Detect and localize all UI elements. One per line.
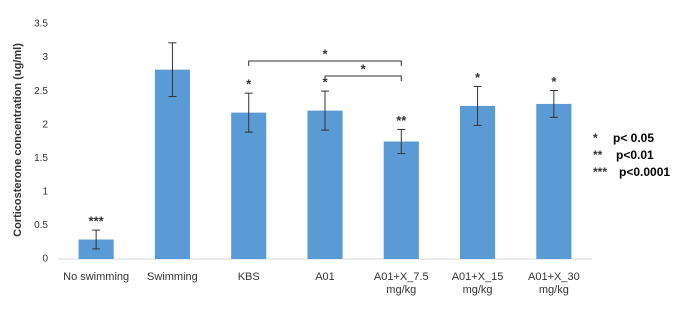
- y-tick-label: 2: [42, 119, 48, 130]
- error-bar: [549, 89, 558, 118]
- bracket-label: *: [322, 46, 328, 61]
- error-bar: [92, 229, 101, 250]
- bar: [536, 103, 572, 260]
- key-label: p< 0.05: [613, 131, 654, 145]
- bracket-label: *: [361, 61, 367, 76]
- y-axis-label: Corticosterone concentration (ug/ml): [12, 43, 24, 237]
- key-label: p<0.01: [616, 148, 654, 162]
- significance-bracket: [248, 60, 402, 66]
- error-bar: [397, 128, 406, 155]
- significance-bracket: [324, 75, 402, 81]
- bar: [383, 141, 419, 259]
- significance-label: *: [246, 77, 252, 92]
- x-tick-label: Swimming: [147, 271, 198, 283]
- x-tick-label: A01+X_15 mg/kg: [451, 271, 504, 296]
- bar: [307, 110, 343, 259]
- x-tick-label: KBS: [237, 271, 260, 283]
- x-tick-label: A01: [315, 271, 335, 283]
- key-symbol: ***: [593, 165, 607, 179]
- significance-label: ***: [89, 214, 105, 229]
- x-tick-label: A01+X_30 mg/kg: [528, 271, 580, 296]
- significance-label: **: [396, 113, 407, 128]
- error-bar: [321, 90, 329, 131]
- y-tick-label: 3: [42, 52, 48, 63]
- x-tick-label: No swimming: [63, 271, 130, 283]
- key-label: p<0.0001: [619, 165, 670, 179]
- significance-label: *: [551, 74, 557, 89]
- y-tick-label: 0: [42, 254, 48, 265]
- key-symbol: *: [593, 131, 598, 145]
- significance-label: *: [322, 75, 328, 90]
- y-tick-label: 2.5: [34, 86, 48, 97]
- error-bar: [168, 42, 177, 98]
- y-tick-label: 1: [42, 186, 48, 197]
- error-bar: [473, 85, 482, 126]
- bar: [231, 112, 267, 259]
- y-tick-label: 3.5: [34, 19, 48, 30]
- error-bar: [244, 92, 253, 133]
- bar: [154, 69, 190, 260]
- x-tick-label: A01+X_7.5 mg/kg: [373, 271, 429, 296]
- key-symbol: **: [593, 148, 603, 162]
- bar: [460, 105, 496, 260]
- y-tick-label: 0.5: [34, 220, 48, 231]
- significance-label: *: [475, 70, 481, 85]
- y-tick-label: 1.5: [34, 153, 48, 164]
